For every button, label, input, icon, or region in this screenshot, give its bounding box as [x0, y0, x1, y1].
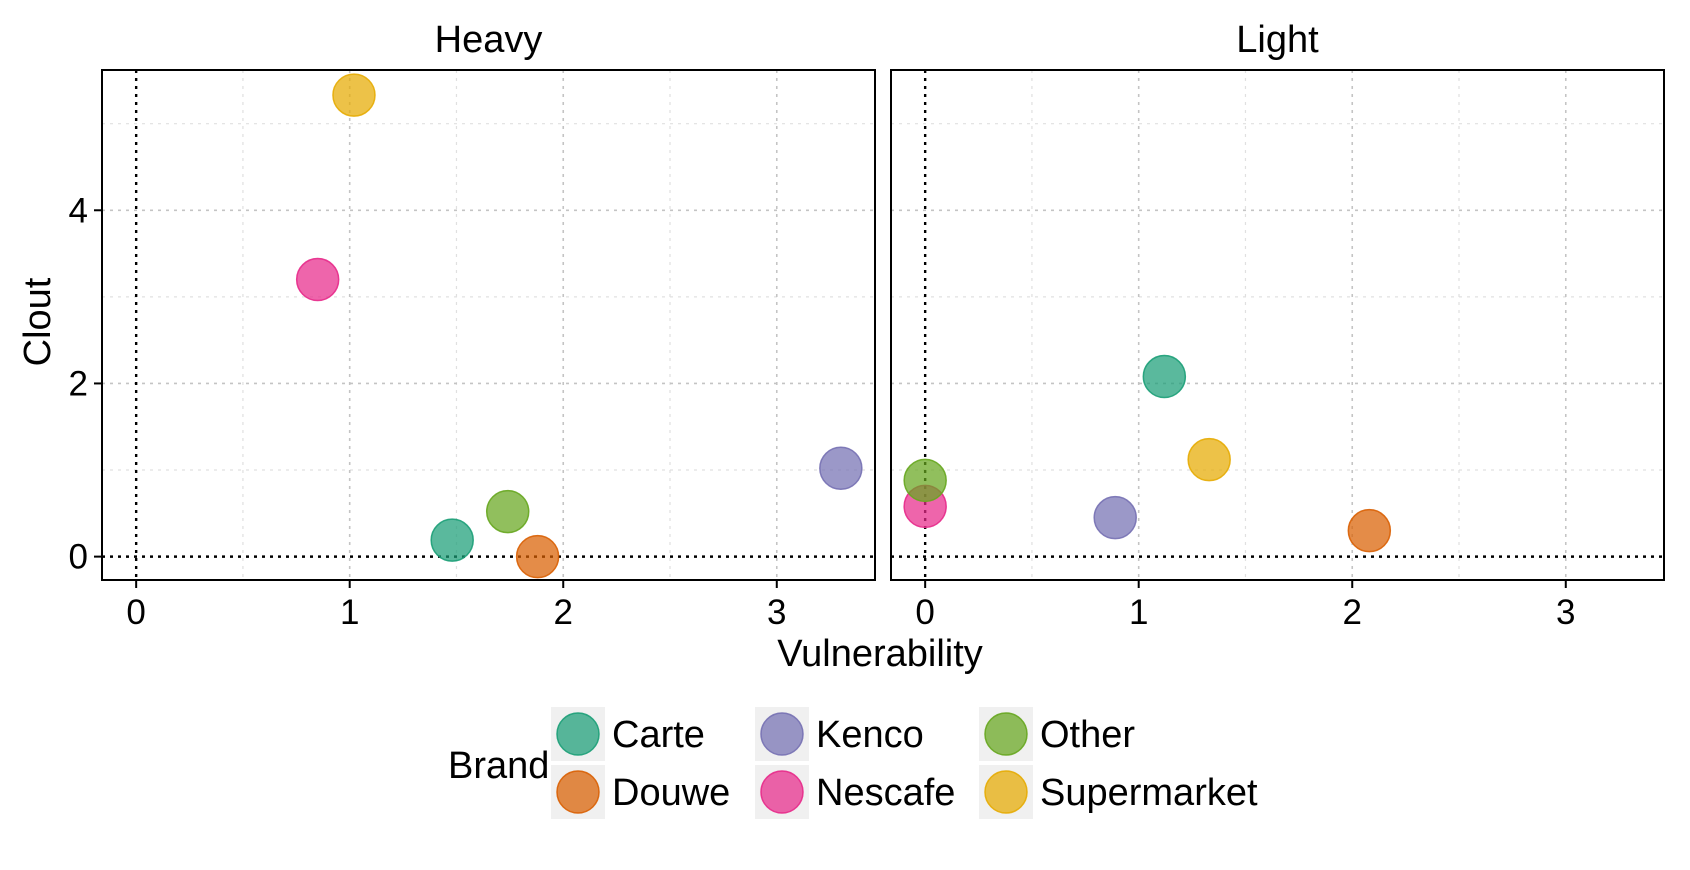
legend-label: Douwe — [612, 772, 730, 814]
x-tick-label: 2 — [554, 593, 573, 632]
x-tick-label: 0 — [915, 593, 934, 632]
x-tick-label: 1 — [340, 593, 359, 632]
legend-key-supermarket — [984, 770, 1028, 814]
panel-border — [101, 69, 876, 581]
legend-item-kenco: Kenco — [755, 707, 924, 761]
legend-label: Kenco — [816, 714, 924, 756]
legend-key-douwe — [556, 770, 600, 814]
y-axis-title: Clout — [17, 277, 59, 366]
legend-item-douwe: Douwe — [551, 765, 730, 819]
legend-label: Other — [1040, 714, 1135, 756]
point-carte — [430, 518, 474, 562]
legend-item-nescafe: Nescafe — [755, 765, 955, 819]
legend-key-nescafe — [760, 770, 804, 814]
legend-item-supermarket: Supermarket — [979, 765, 1258, 819]
legend-key-kenco — [760, 712, 804, 756]
point-douwe — [515, 534, 560, 579]
y-tick-label: 4 — [69, 191, 88, 230]
x-tick-label: 3 — [1556, 593, 1575, 632]
x-tick-label: 3 — [767, 593, 786, 632]
legend-item-other: Other — [979, 707, 1135, 761]
point-supermarket — [332, 73, 376, 117]
y-tick-label: 0 — [69, 538, 88, 577]
legend-key-other — [984, 712, 1028, 756]
legend-item-carte: Carte — [551, 707, 705, 761]
panel-label: Heavy — [435, 19, 543, 61]
x-tick-label: 0 — [126, 593, 145, 632]
panel-light: Light 0 1 2 3 — [890, 19, 1665, 632]
point-other — [485, 489, 530, 534]
x-tick-label: 2 — [1343, 593, 1362, 632]
panels: Heavy 0 1 2 3 0 2 4 Light 0 1 2 3 — [69, 19, 1665, 632]
point-nescafe — [295, 257, 340, 302]
legend: Brand Carte Douwe Kenco Nescafe Other Supermar… — [448, 707, 1258, 819]
point-kenco — [1093, 495, 1137, 540]
legend-label: Carte — [612, 714, 705, 756]
legend-title: Brand — [448, 745, 549, 787]
panel-plot-area — [102, 70, 875, 580]
point-supermarket — [1187, 437, 1231, 482]
panel-heavy: Heavy 0 1 2 3 0 2 4 — [69, 19, 876, 632]
panel-plot-area — [891, 70, 1664, 580]
point-carte — [1142, 354, 1187, 399]
panel-label: Light — [1236, 19, 1319, 61]
point-other — [903, 458, 947, 503]
x-tick-label: 1 — [1129, 593, 1148, 632]
y-tick-label: 2 — [69, 364, 88, 403]
point-douwe — [1347, 508, 1392, 553]
panel-border — [890, 69, 1665, 581]
x-axis-title: Vulnerability — [777, 633, 983, 675]
legend-label: Supermarket — [1040, 772, 1258, 814]
point-kenco — [819, 446, 863, 491]
legend-key-carte — [556, 712, 600, 756]
legend-label: Nescafe — [816, 772, 955, 814]
